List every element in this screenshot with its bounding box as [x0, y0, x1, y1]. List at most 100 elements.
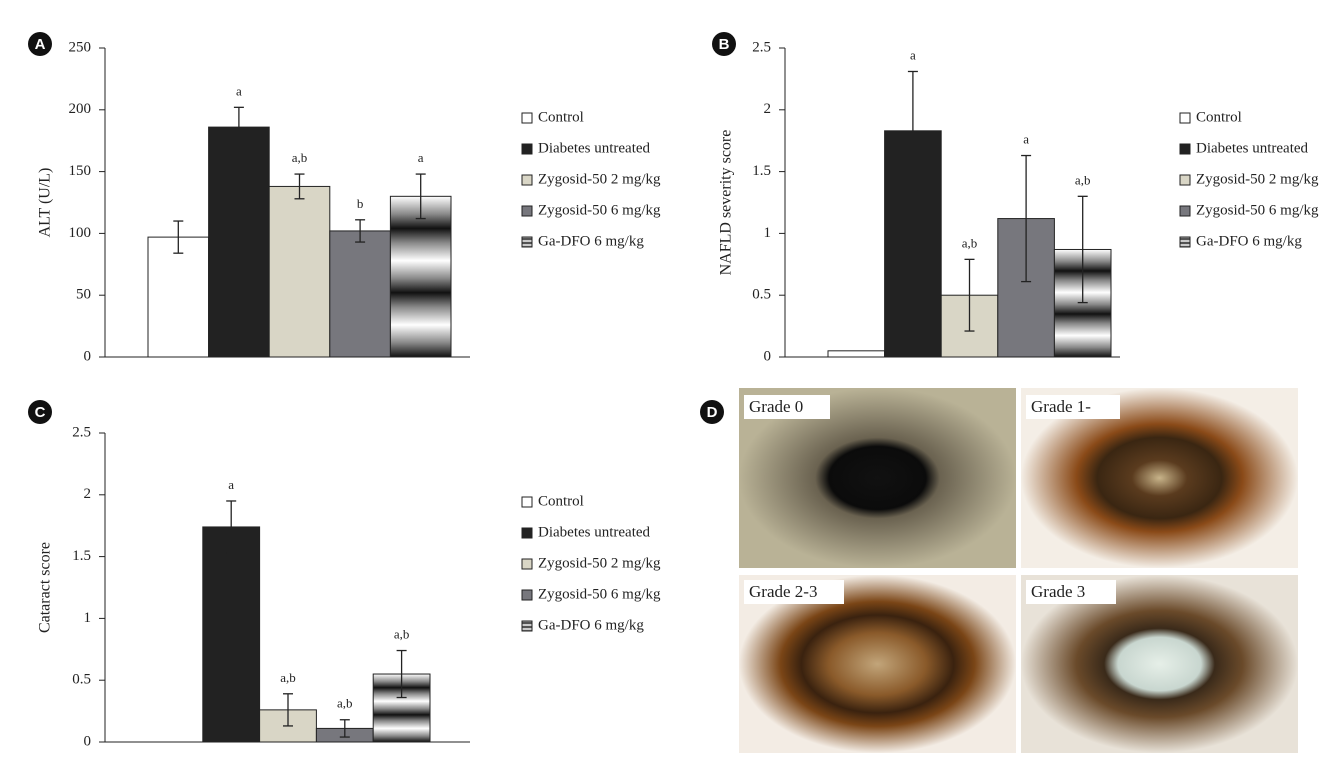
- error-bar: [355, 219, 366, 243]
- y-tick-label: 0: [84, 348, 92, 364]
- y-tick-label: 50: [76, 287, 91, 303]
- legend-swatch: [1179, 174, 1191, 186]
- y-tick-label: 100: [69, 225, 92, 241]
- panel-label: A: [35, 36, 46, 53]
- legend-label: Zygosid-50 6 mg/kg: [1196, 202, 1319, 218]
- error-bar: [283, 693, 293, 727]
- photo-label-box: [1026, 395, 1120, 419]
- photo-label: Grade 1-: [1031, 397, 1091, 416]
- error-bar: [226, 500, 237, 554]
- annotation: a: [910, 47, 916, 62]
- panel-label: D: [707, 404, 718, 421]
- error-bar: [339, 719, 350, 738]
- error-bar: [415, 173, 426, 220]
- y-tick-label: 1.5: [72, 548, 91, 564]
- y-tick-label: 2: [764, 101, 772, 117]
- legend-swatch: [521, 558, 533, 570]
- legend-swatch: [521, 496, 533, 508]
- photo-label: Grade 2-3: [749, 582, 817, 601]
- photo: [739, 575, 1016, 753]
- y-axis-label: ALT (U/L): [37, 168, 54, 238]
- error-bar: [907, 70, 918, 191]
- error-bar: [233, 106, 244, 148]
- y-tick-label: 1.5: [752, 163, 771, 179]
- bar: [329, 230, 391, 358]
- legend-swatch: [521, 112, 533, 124]
- y-tick-label: 0: [84, 733, 92, 749]
- panel-label: C: [35, 404, 46, 421]
- legend-label: Control: [538, 109, 584, 125]
- panel-badge: [28, 32, 52, 56]
- panel-badge: [700, 400, 724, 424]
- annotation: a: [228, 477, 234, 492]
- annotation: a,b: [280, 670, 296, 685]
- legend-label: Control: [538, 493, 584, 509]
- annotation: a,b: [1075, 172, 1091, 187]
- legend-label: Ga-DFO 6 mg/kg: [538, 617, 644, 633]
- legend-label: Zygosid-50 2 mg/kg: [538, 555, 661, 571]
- error-bar: [1021, 154, 1032, 283]
- annotation: a: [236, 83, 242, 98]
- legend-swatch: [521, 236, 533, 248]
- legend-swatch: [1179, 205, 1191, 217]
- photo-label: Grade 0: [749, 397, 803, 416]
- y-tick-label: 0.5: [752, 287, 771, 303]
- bar: [268, 185, 331, 358]
- legend-label: Zygosid-50 2 mg/kg: [538, 171, 661, 187]
- legend-swatch: [1179, 112, 1191, 124]
- photo-label: Grade 3: [1031, 582, 1085, 601]
- bar: [147, 236, 210, 358]
- panel-label: B: [719, 36, 730, 53]
- y-tick-label: 0: [764, 348, 772, 364]
- legend-swatch: [1179, 236, 1191, 248]
- legend-label: Zygosid-50 2 mg/kg: [1196, 171, 1319, 187]
- y-axis-label: Cataract score: [37, 542, 54, 633]
- error-bar: [396, 649, 407, 699]
- y-tick-label: 150: [69, 163, 92, 179]
- legend-swatch: [521, 205, 533, 217]
- y-tick-label: 200: [69, 101, 92, 117]
- legend-label: Zygosid-50 6 mg/kg: [538, 586, 661, 602]
- error-bar: [294, 173, 305, 200]
- y-tick-label: 1: [84, 610, 92, 626]
- legend-label: Ga-DFO 6 mg/kg: [538, 233, 644, 249]
- annotation: a,b: [292, 150, 308, 165]
- y-tick-label: 0.5: [72, 672, 91, 688]
- annotation: a: [418, 150, 424, 165]
- panel-badge: [28, 400, 52, 424]
- y-tick-label: 1: [764, 225, 772, 241]
- legend-label: Ga-DFO 6 mg/kg: [1196, 233, 1302, 249]
- photo-label-box: [744, 580, 844, 604]
- y-tick-label: 250: [69, 39, 92, 55]
- bar: [208, 126, 270, 358]
- y-axis-label: NAFLD severity score: [718, 130, 735, 276]
- bar: [827, 350, 886, 358]
- panel-d: Grade 0 Grade 1- Grade 2-3 Grade 3 D: [700, 388, 1298, 753]
- error-bar: [1077, 195, 1088, 304]
- y-tick-label: 2.5: [752, 39, 771, 55]
- legend-label: Diabetes untreated: [1196, 140, 1309, 156]
- bar: [202, 526, 261, 743]
- annotation: a,b: [337, 696, 353, 711]
- legend-swatch: [521, 143, 533, 155]
- legend-swatch: [521, 527, 533, 539]
- annotation: a: [1023, 132, 1029, 147]
- legend-label: Diabetes untreated: [538, 524, 651, 540]
- error-bar: [173, 220, 184, 254]
- legend-label: Zygosid-50 6 mg/kg: [538, 202, 661, 218]
- bar: [389, 195, 452, 358]
- y-tick-label: 2: [84, 486, 92, 502]
- panel-badge: [712, 32, 736, 56]
- legend-swatch: [521, 620, 533, 632]
- legend-swatch: [521, 589, 533, 601]
- legend-swatch: [521, 174, 533, 186]
- photo: [1021, 575, 1298, 753]
- annotation: a,b: [394, 627, 410, 642]
- legend-label: Diabetes untreated: [538, 140, 651, 156]
- annotation: a,b: [962, 235, 978, 250]
- error-bar: [964, 258, 975, 332]
- annotation: b: [357, 196, 364, 211]
- y-tick-label: 2.5: [72, 424, 91, 440]
- legend-swatch: [1179, 143, 1191, 155]
